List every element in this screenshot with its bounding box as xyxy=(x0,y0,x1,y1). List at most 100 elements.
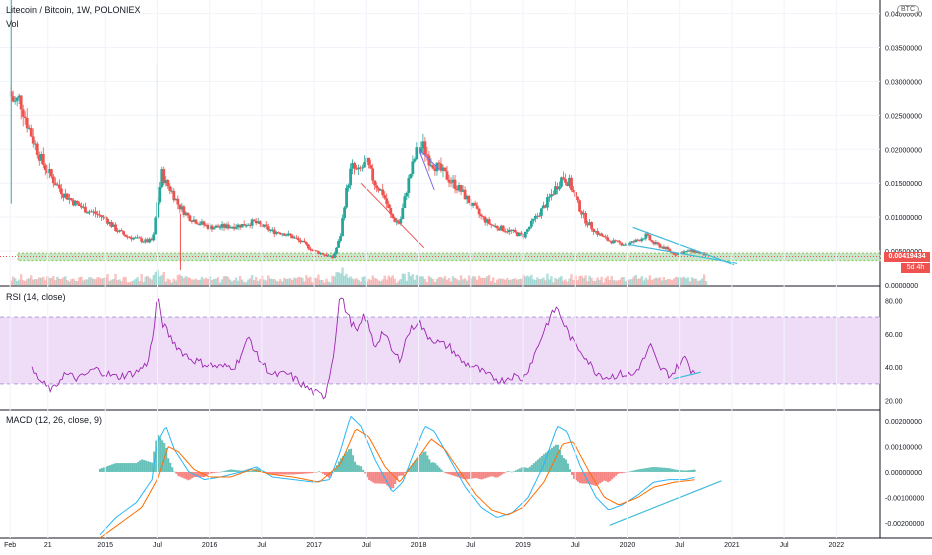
candle-body xyxy=(160,169,164,188)
candle-body xyxy=(465,196,469,200)
candle-body xyxy=(182,206,186,215)
time-tick-label: 2019 xyxy=(515,542,531,549)
candle-body xyxy=(196,223,200,225)
volume-bar xyxy=(538,279,541,285)
volume-bar xyxy=(361,277,364,285)
macd-histogram-bar xyxy=(625,471,628,473)
macd-histogram-bar xyxy=(113,463,116,472)
volume-bar xyxy=(582,277,585,285)
macd-histogram-bar xyxy=(191,471,194,479)
volume-bar xyxy=(367,278,370,285)
candle-body xyxy=(108,222,111,224)
volume-bar xyxy=(228,279,232,285)
candle-body xyxy=(483,217,487,223)
candle-body xyxy=(152,234,156,241)
volume-bar xyxy=(610,276,613,285)
volume-bar xyxy=(214,278,218,285)
volume-bar xyxy=(489,280,493,285)
volume-bar xyxy=(560,276,563,285)
macd-histogram-bar xyxy=(643,468,646,472)
macd-histogram-bar xyxy=(223,470,226,472)
price-tick-label: 0.02000000 xyxy=(885,147,922,154)
macd-histogram-bar xyxy=(627,471,630,473)
macd-histogram-bar xyxy=(139,460,142,472)
macd-histogram-bar xyxy=(685,470,688,472)
macd-histogram-bar xyxy=(143,460,146,472)
volume-bar xyxy=(216,277,220,285)
macd-histogram-bar xyxy=(251,470,254,472)
candle-body xyxy=(278,232,282,235)
macd-histogram-bar xyxy=(368,471,371,481)
macd-histogram-bar xyxy=(356,464,359,472)
macd-histogram-bar xyxy=(211,471,214,474)
volume-bar xyxy=(210,279,214,285)
volume-bar xyxy=(184,276,188,285)
volume-bar xyxy=(622,277,625,285)
volume-bar xyxy=(259,279,262,285)
macd-histogram-bar xyxy=(472,471,475,479)
candle-body xyxy=(114,224,117,232)
macd-histogram-bar xyxy=(360,466,363,472)
macd-histogram-bar xyxy=(689,470,692,472)
candle-body xyxy=(566,182,569,187)
macd-histogram-bar xyxy=(456,471,459,477)
price-tick-label: 0.03500000 xyxy=(885,46,922,53)
volume-bar xyxy=(297,277,300,285)
volume-bar xyxy=(182,277,186,285)
volume-bar xyxy=(363,276,366,285)
candle-body xyxy=(88,211,91,213)
candle-body xyxy=(230,226,234,228)
volume-bar xyxy=(281,281,284,285)
macd-histogram-bar xyxy=(522,467,525,472)
candle-body xyxy=(507,229,511,232)
volume-bar xyxy=(614,280,617,285)
candle-body xyxy=(51,176,55,184)
volume-bar xyxy=(248,278,252,285)
candle-body xyxy=(100,215,103,217)
candle-body xyxy=(188,215,192,222)
candle-body xyxy=(698,252,702,254)
candle-body xyxy=(296,238,300,241)
volume-bar xyxy=(293,277,296,285)
candle-body xyxy=(576,196,579,201)
rsi-pane-label: RSI (14, close) xyxy=(6,292,66,302)
candle-body xyxy=(138,237,142,239)
volume-bar xyxy=(666,278,670,285)
volume-bar xyxy=(664,280,668,285)
candle-body xyxy=(256,221,260,224)
volume-bar xyxy=(166,278,170,285)
candle-body xyxy=(162,169,166,184)
macd-histogram-bar xyxy=(376,471,379,484)
candle-body xyxy=(441,167,445,171)
macd-histogram-bar xyxy=(382,471,385,484)
candle-body xyxy=(286,233,290,236)
candle-body xyxy=(548,196,551,198)
currency-badge[interactable]: BTC xyxy=(897,5,919,14)
volume-bar xyxy=(483,277,487,285)
candle-body xyxy=(11,96,15,102)
candle-body xyxy=(29,127,33,137)
macd-histogram-bar xyxy=(424,451,427,472)
macd-histogram-bar xyxy=(691,469,694,472)
volume-bar xyxy=(230,281,234,285)
candle-body xyxy=(220,224,224,228)
candle-body xyxy=(41,154,45,165)
volume-bar xyxy=(38,277,41,285)
volume-bar xyxy=(602,282,605,285)
macd-histogram-bar xyxy=(516,469,519,472)
volume-bar xyxy=(120,281,123,285)
candle-body xyxy=(272,229,276,235)
time-tick-label: Feb xyxy=(4,542,16,549)
candle-body xyxy=(31,136,35,144)
macd-histogram-bar xyxy=(283,471,286,475)
candle-body xyxy=(343,207,346,219)
macd-line xyxy=(99,415,695,536)
macd-histogram-bar xyxy=(631,470,634,472)
candle-body xyxy=(315,250,318,252)
macd-histogram-bar xyxy=(611,471,614,480)
macd-histogram-bar xyxy=(438,467,441,472)
volume-bar xyxy=(317,274,320,285)
volume-bar xyxy=(421,276,425,285)
